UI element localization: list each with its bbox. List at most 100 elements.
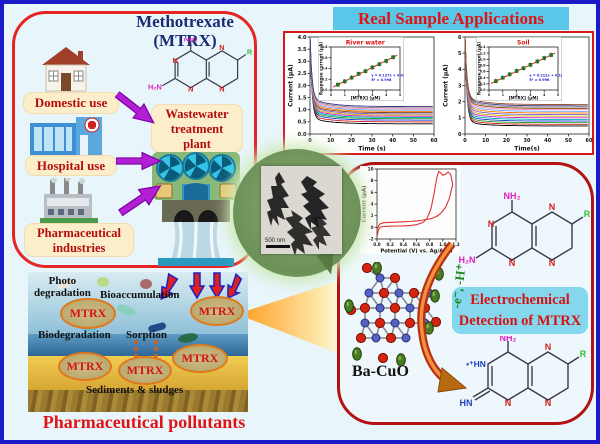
arrow-hospital-to-plant: [116, 151, 162, 171]
atom-n: N: [549, 202, 556, 212]
svg-text:0.4: 0.4: [400, 242, 408, 247]
wwtp-line2: treatment: [170, 122, 224, 136]
arrow-domestic-to-plant: [114, 90, 155, 124]
svg-text:0.4: 0.4: [480, 76, 486, 80]
svg-text:10: 10: [482, 138, 489, 144]
svg-text:0.6: 0.6: [480, 70, 486, 74]
detection-title-box: Electrochemical Detection of MTRX: [452, 287, 588, 334]
photo-line1: Photo: [48, 275, 77, 287]
wwtp-line3: plant: [183, 137, 211, 151]
pill-decorations: [57, 277, 224, 343]
svg-text:1.0: 1.0: [439, 242, 447, 247]
detection-line2: Detection of MTRX: [458, 313, 582, 329]
svg-text:Response current (µA): Response current (µA): [477, 42, 482, 95]
label-hospital-use: Hospital use: [26, 156, 116, 175]
biodegradation-label: Biodegradation: [38, 329, 111, 341]
svg-text:60: 60: [586, 138, 593, 144]
svg-text:5: 5: [399, 93, 401, 97]
svg-text:0: 0: [463, 138, 467, 144]
svg-text:60: 60: [431, 138, 438, 144]
atom-nh2: NH₂: [500, 336, 517, 343]
highlight-beam: [237, 281, 337, 353]
soil-calibration-inset: 0 1 2 3 4 5 0.0 0.2 0.4 0.6 0.8 1.0 1.2 1.4 [MTRX] (µM…: [476, 37, 562, 101]
svg-text:4: 4: [543, 93, 546, 97]
svg-text:R² = 0.998: R² = 0.998: [371, 78, 392, 82]
svg-text:0.6: 0.6: [322, 56, 328, 60]
svg-text:0.4: 0.4: [322, 67, 328, 71]
svg-text:2.0: 2.0: [298, 83, 307, 89]
atom-n: N: [505, 398, 512, 408]
svg-text:1.0: 1.0: [298, 108, 307, 114]
svg-text:0.8: 0.8: [322, 45, 328, 49]
factory-icon: [40, 178, 98, 223]
tem-image: 500 nm: [261, 166, 342, 256]
svg-text:10: 10: [368, 166, 374, 171]
atom-r: R: [247, 48, 253, 57]
title-line1: Methotrexate: [136, 12, 234, 31]
svg-text:3: 3: [371, 93, 373, 97]
inflow-arrows: [160, 272, 243, 301]
mtrx-badge: MTRX: [58, 352, 112, 381]
wwtp-line1: Wastewater: [165, 107, 229, 121]
svg-text:5: 5: [458, 51, 462, 57]
svg-text:0: 0: [458, 132, 462, 138]
sediments-label: Sediments & sludges: [86, 384, 184, 396]
svg-text:1: 1: [458, 116, 462, 122]
tem-scale-bar: [266, 245, 290, 248]
svg-text:0.0: 0.0: [322, 88, 328, 92]
svg-text:0.0: 0.0: [298, 132, 307, 138]
svg-text:Current (µA): Current (µA): [443, 64, 450, 107]
svg-text:4: 4: [385, 93, 388, 97]
svg-text:[MTRX] (µM): [MTRX] (µM): [351, 96, 381, 101]
photo-line2: degradation: [34, 287, 91, 299]
oxidation-reaction-arrow: [417, 241, 468, 393]
svg-text:1.5: 1.5: [298, 95, 307, 101]
svg-text:40: 40: [544, 138, 551, 144]
svg-text:40: 40: [389, 138, 396, 144]
atom-n: N: [188, 84, 193, 93]
svg-text:3: 3: [529, 93, 531, 97]
svg-text:1: 1: [502, 93, 504, 97]
river-water-calibration-inset: 0 1 2 3 4 5 0.0 0.2 0.4 0.6 0.8 [MTRX] (µM) Response…: [318, 37, 404, 101]
svg-text:30: 30: [369, 138, 376, 144]
atom-n: N: [219, 84, 224, 93]
svg-text:0.0: 0.0: [373, 242, 381, 247]
atom-n: N: [488, 219, 495, 229]
atom-nh2: NH₂: [504, 192, 521, 201]
atom-hn: HN: [460, 398, 473, 408]
pharma-line2: industries: [52, 241, 106, 255]
atom-h2n: H₂N: [148, 82, 162, 91]
svg-text:10: 10: [327, 138, 334, 144]
svg-text:3.0: 3.0: [298, 59, 307, 65]
svg-text:Time (s): Time (s): [358, 146, 386, 153]
title-line2: (MTRX): [153, 31, 217, 50]
atom-n: N: [545, 398, 552, 408]
svg-text:6: 6: [371, 190, 374, 195]
svg-text:50: 50: [410, 138, 417, 144]
pharma-line1: Pharmaceutical: [36, 226, 121, 240]
svg-text:0.6: 0.6: [413, 242, 421, 247]
svg-text:2: 2: [371, 213, 374, 218]
svg-text:0.5: 0.5: [298, 120, 307, 126]
svg-text:50: 50: [565, 138, 572, 144]
ba-cuo-lattice: [344, 262, 444, 366]
pharmaceutical-pollutants-caption: Pharmaceutical pollutants: [42, 412, 246, 432]
mtrx-badge: MTRX: [172, 344, 228, 373]
svg-text:1.2: 1.2: [480, 51, 486, 55]
atom-n: N: [172, 56, 177, 65]
svg-text:20: 20: [348, 138, 355, 144]
atom-hn-plus: •⁺HN: [466, 359, 486, 369]
atom-n: N: [219, 43, 224, 52]
svg-text:1.4: 1.4: [480, 45, 486, 49]
photo-degradation-label: Photo degradation: [34, 275, 91, 299]
mtrx-structure-reactant: NH₂ H₂N N N N N R: [459, 192, 591, 268]
svg-text:3.5: 3.5: [298, 47, 307, 53]
svg-text:0.2: 0.2: [386, 242, 394, 247]
svg-text:1.0: 1.0: [480, 57, 486, 61]
svg-text:5: 5: [557, 93, 559, 97]
label-domestic-use: Domestic use: [24, 93, 118, 113]
treatment-plant-illustration: [152, 152, 240, 266]
svg-text:30: 30: [524, 138, 531, 144]
svg-text:2: 2: [458, 99, 462, 105]
svg-text:0.2: 0.2: [322, 77, 328, 81]
